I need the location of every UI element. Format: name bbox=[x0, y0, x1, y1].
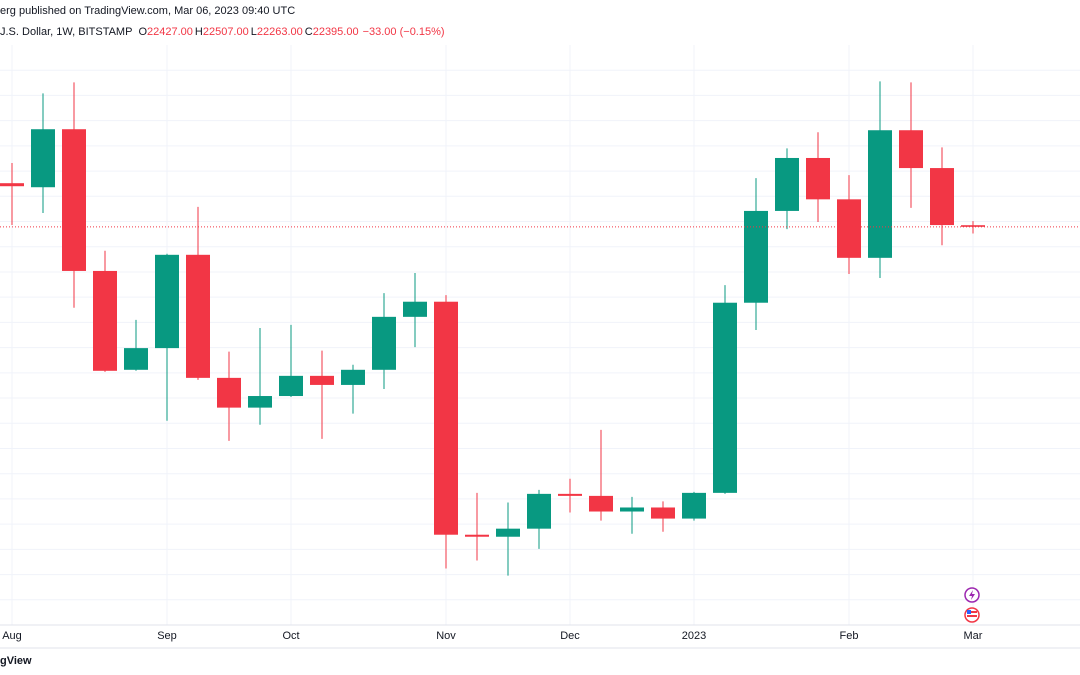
candle-body bbox=[217, 377, 241, 408]
candle-body bbox=[837, 199, 861, 258]
legend-key: H bbox=[195, 26, 203, 38]
candle-body bbox=[403, 301, 427, 317]
x-tick-label: Dec bbox=[560, 630, 580, 642]
footer-logo: gView bbox=[0, 655, 32, 667]
candle-body bbox=[806, 157, 830, 200]
candles bbox=[0, 81, 1080, 576]
x-tick-label: Oct bbox=[282, 630, 299, 642]
candle-body bbox=[341, 369, 365, 385]
candle-body bbox=[682, 492, 706, 519]
candle-body bbox=[434, 301, 458, 535]
candle-body bbox=[0, 183, 24, 187]
x-tick-label: Feb bbox=[840, 630, 859, 642]
candle-body bbox=[713, 302, 737, 493]
legend-value: 22507.00 bbox=[203, 26, 249, 38]
candle-body bbox=[62, 129, 86, 271]
legend-value: 22395.00 bbox=[313, 26, 359, 38]
candle-body bbox=[465, 534, 489, 537]
legend-value: 22263.00 bbox=[257, 26, 303, 38]
candle-body bbox=[372, 316, 396, 370]
candle-body bbox=[775, 157, 799, 211]
candle-body bbox=[496, 528, 520, 537]
candle-body bbox=[899, 130, 923, 169]
symbol-info: J.S. Dollar, 1W, BITSTAMP bbox=[0, 26, 132, 38]
candle-body bbox=[248, 396, 272, 408]
candle-body bbox=[527, 493, 551, 529]
legend-key: C bbox=[305, 26, 313, 38]
legend-change: −33.00 (−0.15%) bbox=[363, 26, 445, 38]
candle-body bbox=[31, 129, 55, 188]
x-tick-label: Nov bbox=[436, 630, 456, 642]
candle-body bbox=[930, 168, 954, 226]
candle-body bbox=[961, 225, 985, 227]
legend-value: 22427.00 bbox=[147, 26, 193, 38]
candle-body bbox=[868, 130, 892, 258]
candle-body bbox=[155, 254, 179, 349]
x-tick-label: Aug bbox=[2, 630, 22, 642]
x-tick-label: Sep bbox=[157, 630, 177, 642]
flag-icon[interactable] bbox=[964, 607, 980, 623]
x-tick-label: Mar bbox=[964, 630, 983, 642]
candle-body bbox=[620, 507, 644, 512]
candle-body bbox=[558, 493, 582, 496]
candle-body bbox=[744, 210, 768, 303]
candle-body bbox=[589, 495, 613, 512]
legend-key: O bbox=[138, 26, 147, 38]
x-tick-label: 2023 bbox=[682, 630, 706, 642]
candle-body bbox=[651, 507, 675, 519]
event-icon[interactable] bbox=[964, 587, 980, 603]
candle-body bbox=[186, 254, 210, 378]
chart-title: erg published on TradingView.com, Mar 06… bbox=[0, 5, 295, 17]
legend-key: L bbox=[251, 26, 257, 38]
candle-body bbox=[93, 270, 117, 371]
candle-body bbox=[279, 375, 303, 397]
candle-body bbox=[310, 375, 334, 385]
candle-body bbox=[124, 348, 148, 370]
ohlc-legend: O 22427.00 H 22507.00 L 22263.00 C 22395.00 −33.… bbox=[138, 26, 444, 38]
